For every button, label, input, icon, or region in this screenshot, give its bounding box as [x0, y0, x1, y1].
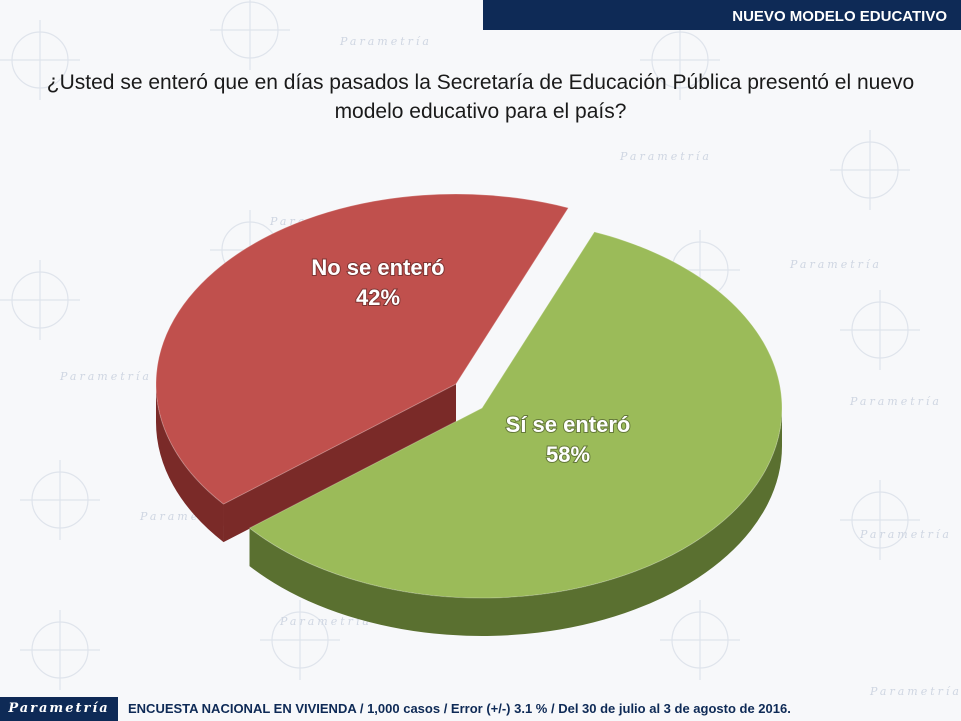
svg-text:Parametría: Parametría	[59, 370, 152, 383]
footer: Parametría ENCUESTA NACIONAL EN VIVIENDA…	[0, 697, 961, 721]
slice-no-top	[155, 193, 570, 505]
svg-text:Parametría: Parametría	[619, 150, 712, 163]
svg-text:Parametría: Parametría	[869, 685, 961, 698]
footer-logo: Parametría	[0, 697, 118, 721]
svg-text:Parametría: Parametría	[279, 615, 372, 628]
svg-text:Parametría: Parametría	[849, 395, 942, 408]
svg-text:Parametría: Parametría	[859, 528, 952, 541]
header-title: NUEVO MODELO EDUCATIVO	[483, 0, 961, 30]
slice-no-side	[156, 384, 224, 543]
slice-no-se-entero	[155, 193, 570, 543]
slice-si-side	[249, 408, 782, 636]
slice-si-se-entero	[248, 231, 783, 636]
slice-value: 58%	[546, 442, 590, 467]
svg-text:Parametría: Parametría	[339, 35, 432, 48]
survey-question: ¿Usted se enteró que en días pasados la …	[46, 71, 915, 123]
slice-label: Sí se enteró	[506, 412, 631, 437]
footer-note: ENCUESTA NACIONAL EN VIVIENDA / 1,000 ca…	[128, 701, 791, 716]
slice-value: 42%	[356, 285, 400, 310]
svg-text:Parametría: Parametría	[789, 258, 882, 271]
slice-no-wall	[223, 384, 456, 543]
slice-si-top	[248, 231, 783, 599]
slice-label: No se enteró	[311, 255, 444, 280]
